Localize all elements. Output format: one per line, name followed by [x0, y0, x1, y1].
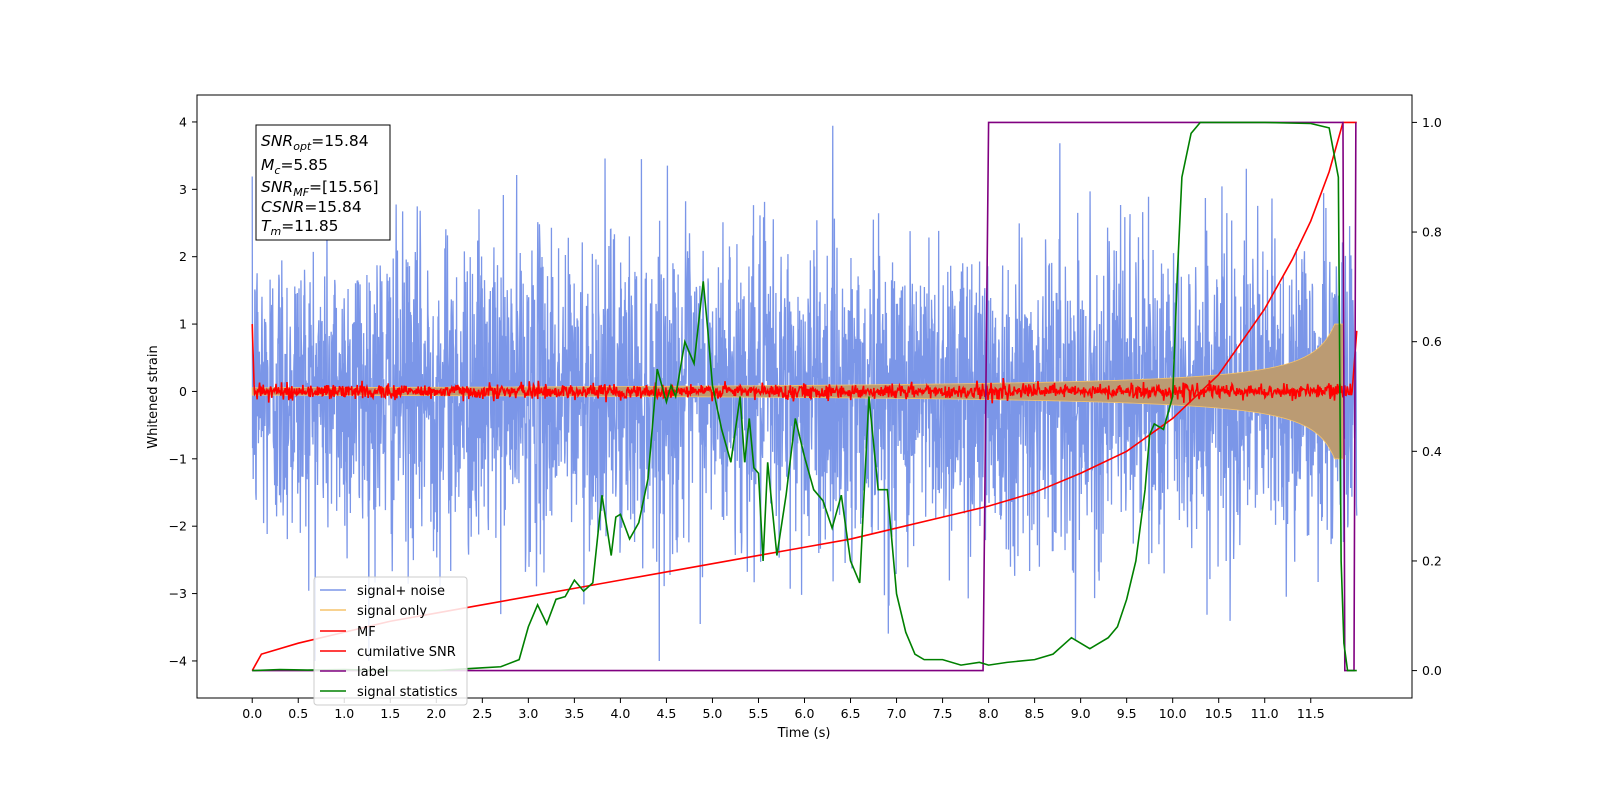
legend-item-cumulative-snr: cumilative SNR [320, 645, 456, 660]
x-tick-label: 3.0 [518, 706, 538, 721]
plot-area [251, 121, 1358, 672]
y-right-tick-label: 0.4 [1422, 444, 1442, 459]
x-tick-label: 10.5 [1205, 706, 1233, 721]
info-snr-opt: SNRopt=15.84 [261, 132, 369, 153]
x-tick-label: 6.0 [795, 706, 815, 721]
legend-label: signal+ noise [357, 584, 445, 599]
series-mf [251, 324, 1358, 404]
x-tick-label: 3.5 [564, 706, 584, 721]
x-tick-label: 0.5 [288, 706, 308, 721]
info-box: SNRopt=15.84 Mc=5.85 SNRMF=[15.56] CSNR=… [255, 124, 391, 241]
y-right-tick-label: 1.0 [1422, 115, 1442, 130]
x-tick-label: 9.0 [1071, 706, 1091, 721]
x-tick-label: 7.5 [933, 706, 953, 721]
legend: signal+ noise signal only MF cumilative … [313, 576, 468, 706]
legend-item-signal-noise: signal+ noise [320, 584, 445, 599]
y-tick-label: −2 [169, 519, 187, 534]
y-right-tick-label: 0.0 [1422, 663, 1442, 678]
x-tick-label: 11.5 [1297, 706, 1325, 721]
legend-label: cumilative SNR [357, 645, 456, 660]
y-tick-label: 0 [179, 384, 187, 399]
y-tick-label: 3 [179, 182, 187, 197]
x-tick-label: 8.0 [979, 706, 999, 721]
x-tick-label: 5.5 [749, 706, 769, 721]
legend-label: signal statistics [357, 685, 458, 700]
y-tick-label: 1 [179, 317, 187, 332]
info-tm: Tm=11.85 [261, 217, 339, 238]
axes: 0.0 0.5 1.0 1.5 2.0 2.5 3.0 3.5 4.0 4.5 5.0 5.5 6.0 6… [169, 114, 1442, 721]
y-tick-label: −1 [169, 451, 187, 466]
y-right-tick-label: 0.6 [1422, 334, 1442, 349]
y-right-tick-label: 0.2 [1422, 553, 1442, 568]
x-tick-label: 9.5 [1117, 706, 1137, 721]
y-right-tick-label: 0.8 [1422, 225, 1442, 240]
x-tick-label: 1.0 [334, 706, 354, 721]
x-tick-label: 7.0 [887, 706, 907, 721]
x-tick-label: 4.5 [656, 706, 676, 721]
legend-item-signal-only: signal only [320, 604, 427, 619]
x-tick-label: 4.0 [610, 706, 630, 721]
legend-label: MF [357, 625, 376, 640]
x-tick-label: 1.5 [380, 706, 400, 721]
x-tick-label: 11.0 [1251, 706, 1279, 721]
info-snr-mf: SNRMF=[15.56] [261, 178, 379, 199]
series-signal-statistics [252, 121, 1357, 672]
info-mc: Mc=5.85 [261, 156, 328, 177]
y-axis-label: Whitened strain [146, 345, 161, 448]
x-tick-label: 10.0 [1159, 706, 1187, 721]
y-tick-label: −4 [169, 653, 187, 668]
y-tick-label: 4 [179, 114, 187, 129]
x-tick-label: 5.0 [703, 706, 723, 721]
x-tick-label: 2.0 [426, 706, 446, 721]
legend-item-signal-statistics: signal statistics [320, 685, 458, 700]
x-tick-label: 0.0 [242, 706, 262, 721]
x-tick-label: 2.5 [472, 706, 492, 721]
x-tick-label: 6.5 [841, 706, 861, 721]
legend-item-mf: MF [320, 625, 376, 640]
y-tick-label: 2 [179, 249, 187, 264]
legend-label: label [357, 665, 388, 680]
legend-item-label: label [320, 665, 388, 680]
x-tick-label: 8.5 [1025, 706, 1045, 721]
x-axis-label: Time (s) [777, 726, 831, 741]
series-signal-noise [251, 125, 1358, 661]
legend-label: signal only [357, 604, 427, 619]
info-csnr: CSNR=15.84 [261, 198, 362, 216]
y-tick-label: −3 [169, 586, 187, 601]
